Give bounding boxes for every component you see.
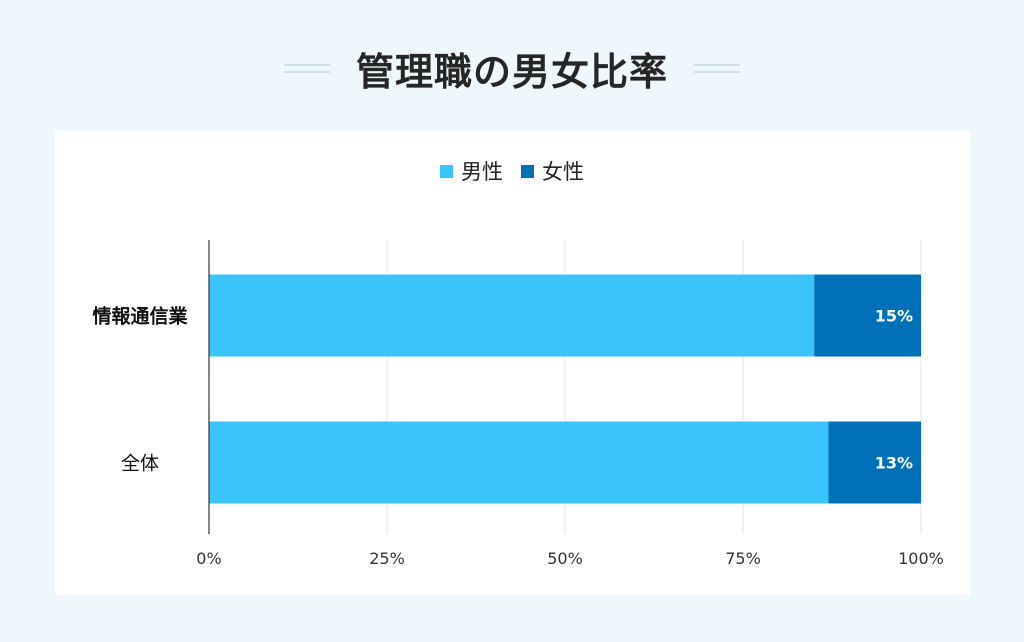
x-tick-label-1: 25% [369, 549, 405, 568]
title-decoration-right [694, 63, 740, 73]
category-label-1: 全体 [121, 453, 159, 475]
data-label-0: 15% [875, 307, 913, 326]
legend-item-female: 女性 [521, 156, 584, 186]
page-title: 管理職の男女比率 [355, 49, 668, 94]
bar-male-1 [209, 421, 829, 504]
bar-female-0 [814, 274, 921, 357]
legend-label-male: 男性 [461, 160, 503, 184]
x-tick-label-2: 50% [547, 549, 583, 568]
bar-female-1 [828, 421, 921, 504]
x-tick-label-0: 0% [196, 549, 221, 568]
category-label-0: 情報通信業 [92, 305, 188, 328]
legend-swatch-female [521, 164, 534, 178]
chart-legend: 男性 女性 [0, 156, 1024, 186]
x-tick-label-4: 100% [898, 549, 944, 568]
legend-swatch-male [440, 164, 453, 178]
bar-male-0 [209, 274, 815, 357]
x-tick-label-3: 75% [725, 549, 761, 568]
chart-panel [55, 131, 970, 595]
legend-label-female: 女性 [542, 160, 584, 184]
title-decoration-left [283, 63, 330, 73]
data-label-1: 13% [875, 454, 913, 473]
legend-item-male: 男性 [440, 156, 503, 186]
title-area: 管理職の男女比率 [0, 38, 1024, 98]
